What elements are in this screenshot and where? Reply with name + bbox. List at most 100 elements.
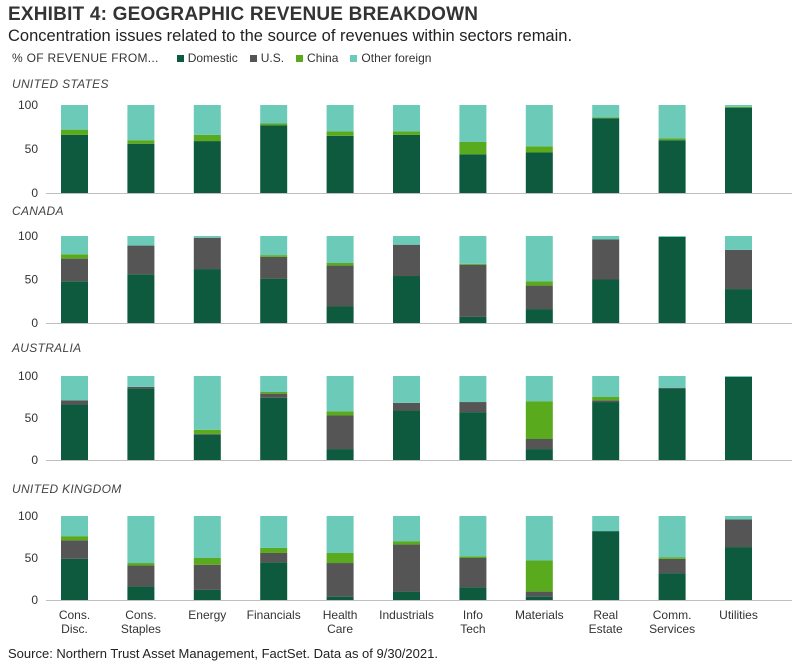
category-label: Disc. — [61, 622, 88, 636]
bar-segment-other-foreign — [193, 376, 221, 430]
bar-segment-domestic — [127, 388, 155, 460]
bar-segment-other-foreign — [725, 376, 752, 377]
legend-label-domestic: Domestic — [187, 51, 238, 65]
bar-segment-domestic — [393, 276, 420, 323]
bar-segment-china — [459, 556, 487, 558]
bar-segment-domestic — [193, 589, 221, 600]
bar-segment-domestic — [193, 269, 221, 323]
bar-segment-domestic — [61, 558, 88, 600]
bar-segment-us — [725, 249, 752, 290]
bar-segment-us — [127, 245, 155, 275]
page-subtitle: Concentration issues related to the sour… — [8, 27, 573, 45]
bar-segment-us — [61, 400, 88, 405]
y-tick-label: 50 — [25, 551, 39, 565]
y-tick-label: 50 — [25, 142, 39, 156]
bar-segment-us — [193, 433, 221, 435]
bar-segment-domestic — [193, 434, 221, 460]
bar-segment-us — [260, 552, 288, 563]
bar-segment-us — [393, 544, 420, 592]
bar-segment-china — [658, 557, 686, 559]
bar-segment-us — [193, 564, 221, 590]
bar-segment-domestic — [127, 586, 155, 600]
legend-item-domestic: Domestic — [176, 51, 238, 65]
category-label: Real — [593, 608, 618, 622]
legend-label-other-foreign: Other foreign — [361, 51, 432, 65]
panel-label: UNITED STATES — [12, 77, 109, 91]
bar-segment-other-foreign — [393, 105, 420, 132]
legend-label-china: China — [307, 51, 339, 65]
bar-segment-china — [525, 401, 553, 439]
bar-segment-china — [393, 541, 420, 545]
bar-segment-domestic — [61, 281, 88, 323]
bar-segment-china — [193, 429, 221, 434]
bar-segment-domestic — [326, 306, 354, 323]
bar-segment-us — [260, 393, 288, 398]
y-tick-label: 0 — [31, 593, 38, 607]
bar-segment-china — [525, 146, 553, 153]
bar-segment-domestic — [525, 152, 553, 193]
bar-segment-domestic — [525, 309, 553, 323]
bar-segment-china — [658, 138, 686, 141]
bar-segment-other-foreign — [592, 376, 620, 397]
bar-segment-us — [326, 415, 354, 450]
bar-segment-other-foreign — [326, 105, 354, 132]
bar-segment-domestic — [326, 449, 354, 460]
bar-segment-domestic — [127, 143, 155, 193]
y-tick-label: 100 — [18, 229, 38, 243]
legend-swatch-china — [296, 54, 304, 62]
bar-segment-domestic — [725, 289, 752, 323]
panel-label: AUSTRALIA — [11, 341, 81, 355]
bar-segment-domestic — [658, 388, 686, 460]
legend-item-us: U.S. — [249, 51, 284, 65]
bar-segment-us — [61, 258, 88, 282]
category-label: Utilities — [719, 608, 758, 622]
bar-segment-us — [459, 402, 487, 413]
bar-segment-other-foreign — [393, 376, 420, 403]
bar-segment-other-foreign — [658, 105, 686, 139]
bar-segment-domestic — [193, 141, 221, 193]
bar-segment-us — [127, 565, 155, 587]
bar-segment-us — [326, 265, 354, 307]
bar-segment-other-foreign — [725, 105, 752, 107]
bar-segment-domestic — [260, 397, 288, 460]
bar-segment-domestic — [725, 107, 752, 193]
bar-segment-china — [61, 536, 88, 541]
bar-segment-domestic — [658, 573, 686, 600]
panel-label: UNITED KINGDOM — [12, 482, 122, 496]
bar-segment-us — [525, 591, 553, 597]
bar-segment-china — [260, 123, 288, 126]
bar-segment-us — [459, 558, 487, 588]
bar-segment-us — [525, 285, 553, 310]
bar-segment-other-foreign — [525, 105, 553, 147]
legend-item-other-foreign: Other foreign — [350, 51, 431, 65]
bar-segment-china — [127, 563, 155, 566]
bar-segment-domestic — [459, 316, 487, 323]
legend-item-china: China — [296, 51, 338, 65]
category-label: Cons. — [125, 608, 156, 622]
y-tick-label: 0 — [31, 453, 38, 467]
bar-segment-other-foreign — [127, 516, 155, 564]
bar-segment-other-foreign — [127, 376, 155, 387]
bar-segment-other-foreign — [592, 516, 620, 532]
bar-segment-other-foreign — [61, 516, 88, 537]
bar-segment-china — [592, 397, 620, 401]
bar-segment-china — [459, 141, 487, 155]
bar-segment-us — [326, 563, 354, 597]
bar-segment-other-foreign — [725, 236, 752, 250]
bar-segment-china — [127, 140, 155, 144]
bar-segment-other-foreign — [592, 236, 620, 240]
bar-segment-us — [725, 519, 752, 548]
bar-segment-domestic — [658, 236, 686, 323]
bar-segment-domestic — [592, 402, 620, 460]
bar-segment-china — [193, 134, 221, 142]
bar-segment-china — [725, 106, 752, 108]
bar-segment-other-foreign — [393, 516, 420, 542]
bar-segment-china — [260, 255, 288, 257]
page-title: EXHIBIT 4: GEOGRAPHIC REVENUE BREAKDOWN — [8, 4, 479, 25]
category-label: Industrials — [379, 608, 434, 622]
bar-segment-other-foreign — [525, 516, 553, 561]
bar-segment-us — [658, 387, 686, 389]
bar-segment-domestic — [393, 410, 420, 460]
bar-segment-other-foreign — [459, 376, 487, 403]
bar-segment-other-foreign — [459, 105, 487, 142]
